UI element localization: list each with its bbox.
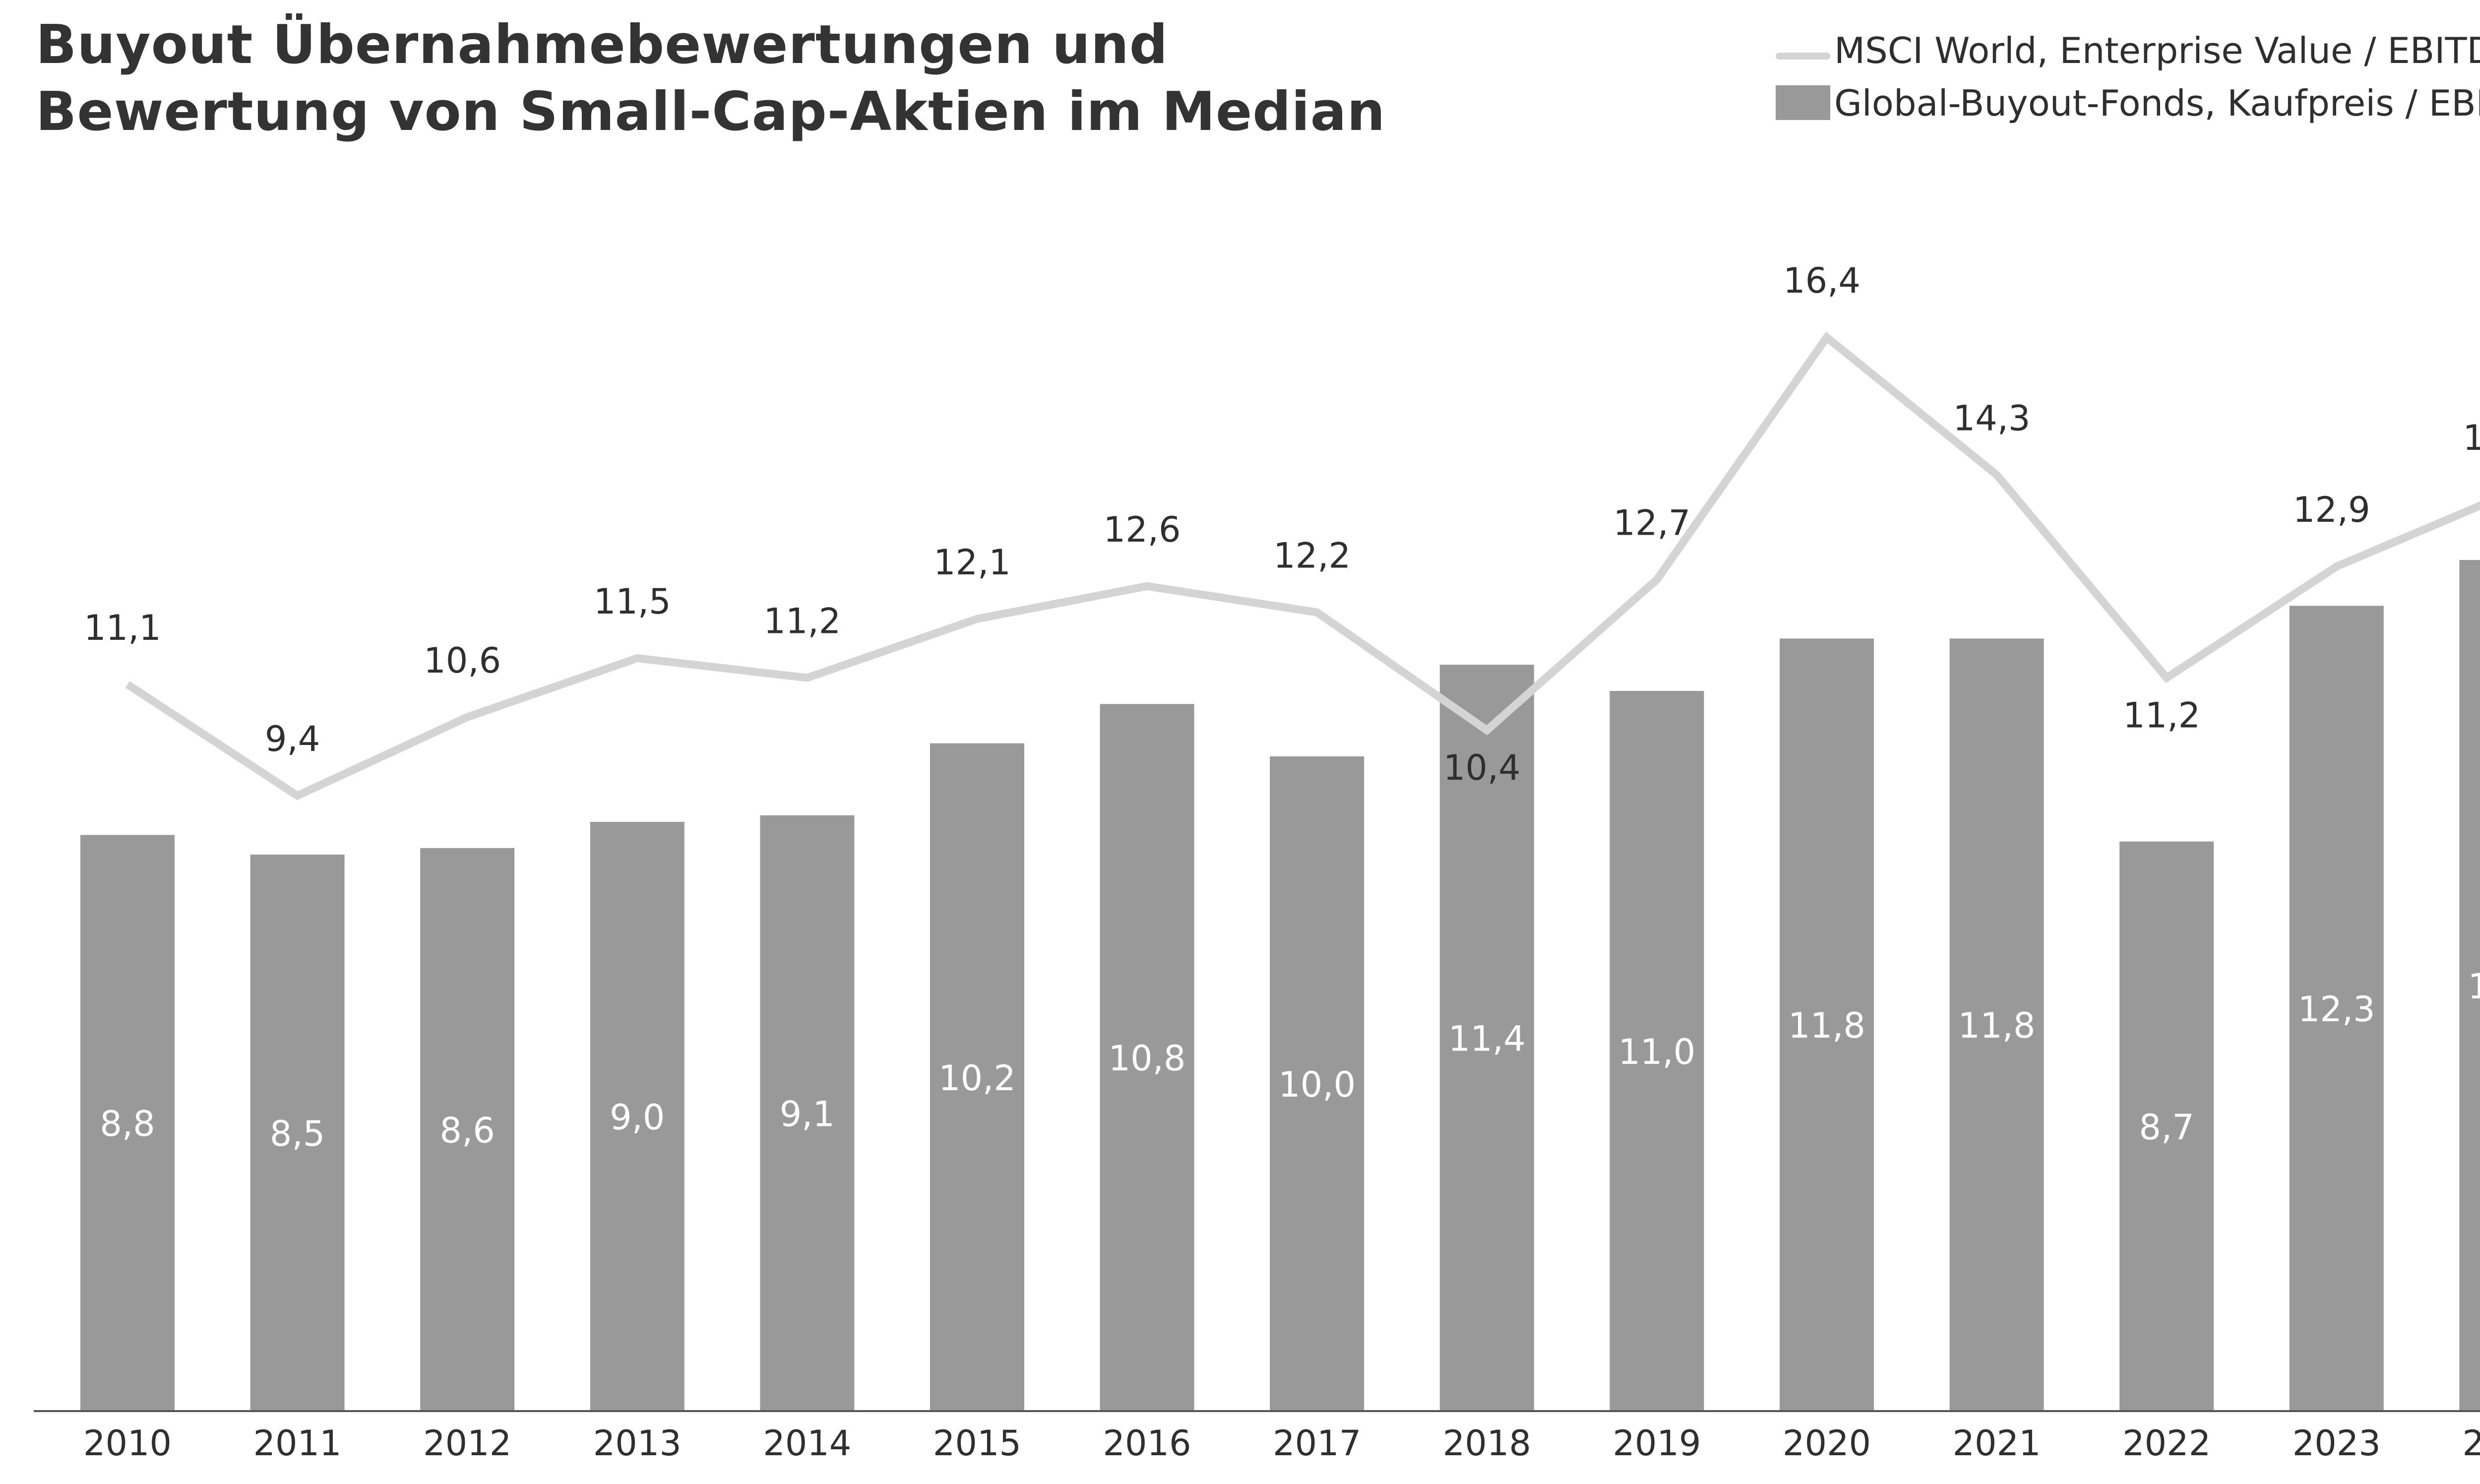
line-value-label-2019: 12,7: [1613, 503, 1690, 544]
bar-2022: [2119, 841, 2214, 1411]
x-tick-label-2023: 2023: [2293, 1423, 2381, 1464]
line-labels-layer: 11,1 9,4 10,6 11,5 11,2 12,1 12,6 12,2 10,4 12,7 1…: [84, 260, 2480, 788]
x-tick-label-2022: 2022: [2122, 1423, 2211, 1464]
line-value-label-2013: 11,5: [594, 581, 671, 622]
chart-title-line-1: Buyout Übernahmebewertungen und: [36, 14, 1169, 76]
bar-value-label-2018: 11,4: [1448, 1019, 1526, 1059]
bar-2018: [1439, 665, 1534, 1411]
bar-value-label-2013: 9,0: [610, 1097, 665, 1138]
line-value-label-2018: 10,4: [1443, 747, 1521, 788]
bar-2010: [80, 835, 175, 1411]
bar-2013: [590, 822, 684, 1411]
bar-value-label-2011: 8,5: [270, 1113, 325, 1154]
line-value-label-2015: 12,1: [933, 542, 1011, 583]
line-value-label-2022: 11,2: [2123, 695, 2200, 736]
bar-2016: [1100, 704, 1194, 1411]
x-tick-label-2020: 2020: [1783, 1423, 1871, 1464]
bar-2023: [2289, 606, 2384, 1411]
line-value-label-2010: 11,1: [84, 608, 161, 648]
bar-2024: [2459, 560, 2480, 1411]
legend-bar-swatch: [1776, 85, 1830, 120]
x-tick-label-2024: 2024: [2462, 1423, 2480, 1464]
x-tick-label-2021: 2021: [1953, 1423, 2041, 1464]
line-layer: [125, 331, 2480, 801]
x-tick-label-2019: 2019: [1612, 1423, 1701, 1464]
bar-value-label-2017: 10,0: [1278, 1064, 1356, 1105]
line-value-label-2016: 12,6: [1104, 509, 1181, 550]
x-tick-label-2010: 2010: [83, 1423, 172, 1464]
bar-value-label-2021: 11,8: [1958, 1005, 2036, 1046]
line-value-label-2020: 16,4: [1783, 260, 1860, 301]
legend-line-swatch: [1776, 53, 1830, 60]
bar-2019: [1610, 691, 1704, 1411]
bar-value-label-2014: 9,1: [780, 1094, 835, 1134]
line-value-label-2023: 12,9: [2293, 490, 2370, 530]
bar-value-label-2012: 8,6: [440, 1110, 495, 1151]
bar-value-label-2022: 8,7: [2139, 1107, 2194, 1148]
bar-2020: [1780, 638, 1874, 1411]
bar-2015: [930, 743, 1024, 1411]
line-value-label-2011: 9,4: [265, 719, 320, 759]
bar-value-label-2019: 11,0: [1618, 1032, 1695, 1072]
line-value-label-2017: 12,2: [1273, 536, 1351, 576]
bar-2017: [1270, 756, 1364, 1411]
x-tick-label-2018: 2018: [1443, 1423, 1531, 1464]
x-tick-label-2011: 2011: [253, 1423, 342, 1464]
axis-layer: 2010 2011 2012 2013 2014 2015 2016 2017 2018 2019…: [34, 1410, 2480, 1464]
legend-line-label: MSCI World, Enterprise Value / EBITDA: [1834, 30, 2480, 71]
line-value-label-2024: 14,0: [2463, 418, 2480, 458]
bar-2014: [760, 815, 855, 1411]
bar-2021: [1949, 638, 2044, 1411]
bar-value-label-2020: 11,8: [1788, 1005, 1865, 1046]
bar-labels-layer: 8,8 8,5 8,6 9,0 9,1 10,2 10,8 10,0 11,4 11,0 11,8 1…: [100, 966, 2480, 1154]
bar-2012: [420, 848, 515, 1411]
line-value-label-2014: 11,2: [763, 601, 841, 642]
line-value-label-2012: 10,6: [424, 640, 501, 681]
bar-value-label-2024: 13,0: [2468, 966, 2480, 1007]
bar-value-label-2010: 8,8: [100, 1104, 155, 1144]
bars-layer: [80, 560, 2480, 1411]
bar-value-label-2023: 12,3: [2298, 989, 2375, 1030]
chart-title-line-2: Bewertung von Small-Cap-Aktien im Median: [36, 81, 1386, 143]
bar-value-label-2016: 10,8: [1109, 1038, 1186, 1079]
msci-world-line: [125, 331, 2480, 801]
legend-bar-label: Global-Buyout-Fonds, Kaufpreis / EBITDA: [1834, 82, 2480, 124]
x-tick-label-2017: 2017: [1273, 1423, 1361, 1464]
x-tick-label-2012: 2012: [423, 1423, 511, 1464]
x-tick-label-2016: 2016: [1103, 1423, 1191, 1464]
bar-2011: [250, 855, 345, 1411]
line-value-label-2021: 14,3: [1953, 398, 2031, 438]
bar-value-label-2015: 10,2: [938, 1058, 1016, 1099]
x-tick-label-2015: 2015: [933, 1423, 1021, 1464]
x-tick-label-2013: 2013: [593, 1423, 682, 1464]
x-tick-label-2014: 2014: [763, 1423, 851, 1464]
